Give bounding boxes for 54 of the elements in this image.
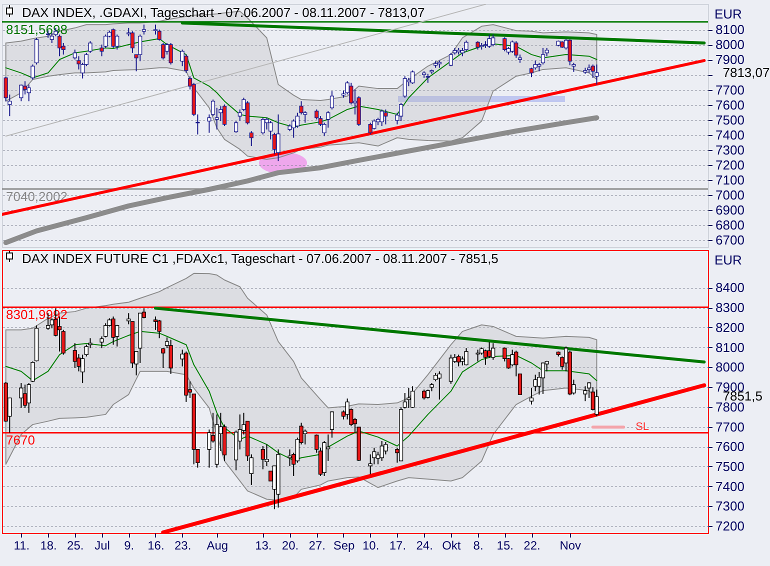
y-tick-label: 7300	[716, 142, 744, 158]
y-tick-label: 6900	[716, 202, 744, 218]
y-tick-label: 7300	[716, 498, 744, 514]
y-tick-label: 7500	[716, 458, 744, 474]
x-tick-label: 27.	[308, 538, 326, 552]
y-tick-label: 7500	[716, 112, 744, 128]
y-tick-label: 8300	[716, 300, 744, 316]
y-tick-label: 7100	[716, 172, 744, 188]
x-tick-label: 20.	[282, 538, 299, 552]
series-label: SL	[636, 421, 650, 434]
y-tick-label: 7000	[716, 188, 744, 203]
y-tick-label: 7600	[716, 97, 744, 112]
ref-line-label: 7040,2002	[6, 189, 68, 204]
x-tick-label: Jul	[94, 538, 110, 552]
x-tick-label: Okt	[442, 538, 462, 552]
x-tick-label: 22.	[524, 538, 540, 552]
y-tick-label: 7900	[716, 52, 744, 68]
y-axis-title: EUR	[714, 6, 742, 22]
text: 7813,07	[722, 64, 770, 80]
x-tick-label: 8.	[473, 538, 484, 552]
x-tick-label: 9.	[124, 538, 134, 552]
y-tick-label: 7400	[716, 478, 744, 494]
y-tick-label: 8200	[716, 320, 744, 335]
y-tick-label: 6700	[716, 232, 744, 248]
chart-title: DAX INDEX FUTURE C1 ,FDAXc1, Tageschart - 07.06.2007 - 08.11.2007 - 7851,5	[22, 251, 498, 266]
y-tick-label: 7600	[716, 439, 744, 454]
x-tick-label: 17.	[389, 538, 406, 552]
x-tick-label: 11.	[14, 538, 30, 552]
x-tick-label: 13.	[255, 538, 272, 552]
ref-line-label: 8151,5698	[6, 22, 68, 37]
ref-line-label: 7670	[6, 432, 35, 448]
y-tick-label: 8100	[716, 22, 744, 38]
x-tick-label: Nov	[560, 538, 582, 552]
y-tick-label: 7700	[716, 419, 744, 434]
y-tick-label: 7400	[716, 127, 744, 142]
x-tick-label: Sep	[333, 538, 355, 552]
y-axis-title: EUR	[714, 252, 742, 268]
y-tick-label: 6800	[716, 218, 744, 233]
y-tick-label: 7200	[716, 518, 744, 534]
y-tick-label: 8100	[716, 340, 744, 355]
y-tick-label: 7200	[716, 157, 744, 172]
x-tick-label: 18.	[40, 538, 57, 552]
x-tick-label: Aug	[206, 538, 228, 552]
chart-title: DAX INDEX, .GDAXI, Tageschart - 07.06.2007 - 08.11.2007 - 7813,07	[22, 5, 425, 20]
y-tick-label: 8000	[716, 360, 744, 375]
y-tick-label: 7700	[716, 82, 744, 98]
x-tick-label: 16.	[148, 538, 164, 552]
x-tick-label: 24.	[416, 538, 433, 552]
y-tick-label: 8400	[716, 280, 744, 296]
y-tick-label: 8000	[716, 37, 744, 52]
x-tick-label: 15.	[496, 538, 514, 552]
x-tick-label: 10.	[362, 538, 380, 552]
x-tick-label: 23.	[174, 538, 192, 552]
x-tick-label: 25.	[67, 538, 84, 552]
